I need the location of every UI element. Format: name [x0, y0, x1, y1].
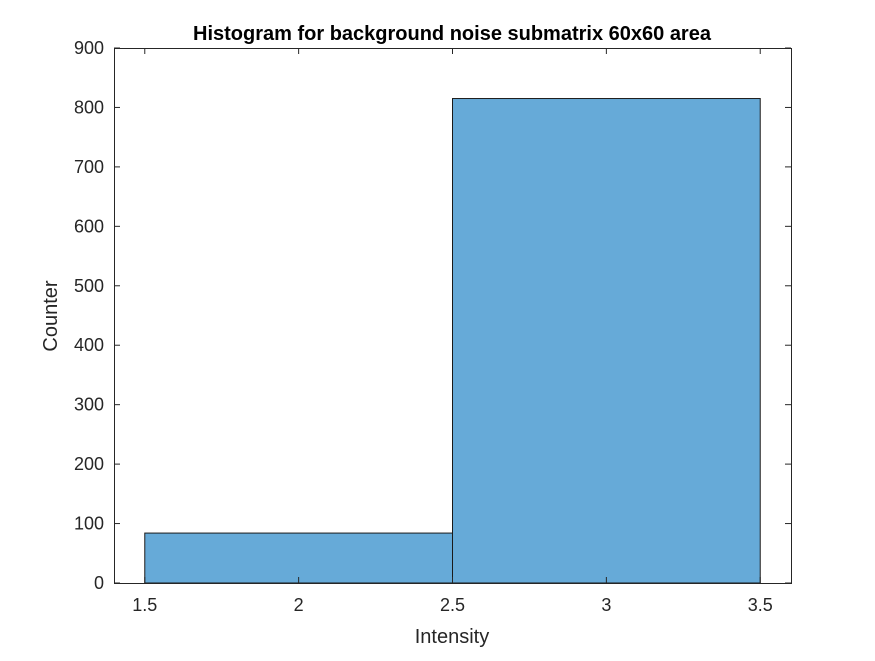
- y-tick-label: 600: [74, 216, 104, 236]
- x-tick-label: 3.5: [748, 595, 773, 615]
- y-tick-label: 300: [74, 395, 104, 415]
- x-tick-label: 2: [294, 595, 304, 615]
- y-tick-label: 200: [74, 454, 104, 474]
- y-axis-label: Counter: [40, 280, 62, 351]
- histogram-bar-1: [144, 532, 453, 584]
- y-tick-label: 400: [74, 335, 104, 355]
- chart-title: Histogram for background noise submatrix…: [193, 23, 712, 45]
- x-tick-label: 1.5: [132, 595, 157, 615]
- y-tick-label: 0: [94, 573, 104, 593]
- y-tick-label: 800: [74, 97, 104, 117]
- y-tick-label: 700: [74, 157, 104, 177]
- x-axis-label: Intensity: [415, 626, 489, 648]
- x-tick-label: 2.5: [440, 595, 465, 615]
- histogram-bar-2: [452, 98, 761, 584]
- x-tick-label: 3: [601, 595, 611, 615]
- y-tick-label: 100: [74, 514, 104, 534]
- y-tick-label: 900: [74, 38, 104, 58]
- y-tick-label: 500: [74, 276, 104, 296]
- plot-area: 1.5 2 2.5 3 3.5 0 100 200 300 400 500 600 700 800 900: [74, 38, 792, 615]
